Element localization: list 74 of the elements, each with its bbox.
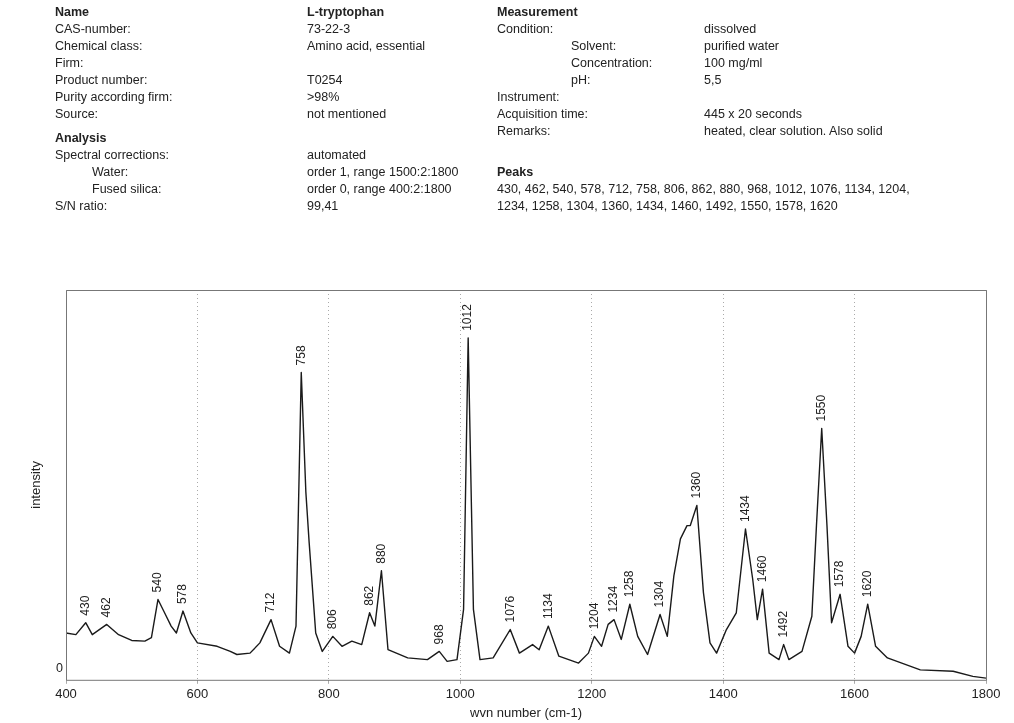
text: dissolved xyxy=(704,22,757,37)
annotation: 430 xyxy=(78,595,93,616)
text: Name xyxy=(55,5,90,20)
text: CAS-number: xyxy=(55,22,131,37)
x-tick-label: 1200 xyxy=(577,686,607,702)
annotation: 758 xyxy=(293,345,308,366)
annotation: 1492 xyxy=(775,610,790,638)
text: >98% xyxy=(307,90,340,105)
text: 5,5 xyxy=(704,73,722,88)
text: not mentioned xyxy=(307,107,387,122)
annotation: 1578 xyxy=(832,560,847,588)
text: Acquisition time: xyxy=(497,107,589,122)
text: 445 x 20 seconds xyxy=(704,107,802,122)
text: 0 xyxy=(56,661,63,676)
text: Amino acid, essential xyxy=(307,39,426,54)
text: Peaks xyxy=(497,164,534,180)
annotation: 462 xyxy=(99,597,114,618)
text: automated xyxy=(307,147,367,163)
x-axis-title: wvn number (cm-1) xyxy=(469,704,582,720)
text: S/N ratio: xyxy=(55,198,108,214)
text: Fused silica: xyxy=(92,181,162,197)
annotation: 1304 xyxy=(652,580,667,608)
annotation: 968 xyxy=(431,624,446,645)
annotation: 880 xyxy=(373,543,388,564)
text: Spectral corrections: xyxy=(55,147,169,163)
annotation: 540 xyxy=(150,572,165,593)
x-tick-label: 800 xyxy=(318,686,340,702)
text: 99,41 xyxy=(307,198,339,214)
x-tick-label: 1000 xyxy=(445,686,475,702)
annotation: 1012 xyxy=(460,303,475,331)
text: Solvent: xyxy=(571,39,617,54)
text: Measurement xyxy=(497,5,578,20)
annotation: 1234 xyxy=(606,585,621,613)
text: 73-22-3 xyxy=(307,22,351,37)
annotation: 1360 xyxy=(689,471,704,499)
y-axis-title: intensity xyxy=(27,460,43,509)
text: pH: xyxy=(571,73,591,88)
text: Condition: xyxy=(497,22,554,37)
x-tick-label: 600 xyxy=(186,686,209,702)
text: L-tryptophan xyxy=(307,5,385,20)
text: T0254 xyxy=(307,73,343,88)
source-note: Source: xyxy=(55,107,99,122)
text: Chemical class: xyxy=(55,39,143,54)
text: order 0, range 400:2:1800 xyxy=(307,181,452,197)
annotation: 1550 xyxy=(814,394,829,422)
annotation: 1620 xyxy=(860,570,875,598)
annotation: 1076 xyxy=(502,595,517,623)
text: purified water xyxy=(704,39,780,54)
annotation: 1460 xyxy=(754,555,769,583)
text: Product number: xyxy=(55,73,148,88)
x-tick-label: 400 xyxy=(55,686,77,702)
text: Concentration: xyxy=(571,56,653,71)
text: heated, clear solution. Also solid xyxy=(704,124,883,139)
annotation: 578 xyxy=(175,583,190,605)
text: 100 mg/ml xyxy=(704,56,763,71)
text: 1234, 1258, 1304, 1360, 1434, 1460, 1492, 1550, 1578, 1620 xyxy=(497,198,838,214)
text: Instrument: xyxy=(497,90,560,105)
x-tick-label: 1400 xyxy=(708,686,738,702)
annotation: 712 xyxy=(263,592,278,613)
annotation: 862 xyxy=(361,585,376,606)
annotation: 1434 xyxy=(737,494,752,523)
annotation: 1134 xyxy=(540,592,555,620)
annotation: 806 xyxy=(325,609,340,630)
text: Analysis xyxy=(55,130,107,146)
annotation: 1204 xyxy=(586,602,601,630)
text: Firm: xyxy=(55,56,84,71)
text: Purity according firm: xyxy=(55,90,173,105)
x-tick-label: 1800 xyxy=(971,686,1001,702)
text: 430, 462, 540, 578, 712, 758, 806, 862, 880, 968, 1012, 1076, 1134, 1204, xyxy=(497,181,910,197)
x-tick-label: 1600 xyxy=(840,686,870,702)
text: order 1, range 1500:2:1800 xyxy=(307,164,459,180)
text: Water: xyxy=(92,164,129,180)
text: Remarks: xyxy=(497,124,551,139)
annotation: 1258 xyxy=(622,570,637,598)
